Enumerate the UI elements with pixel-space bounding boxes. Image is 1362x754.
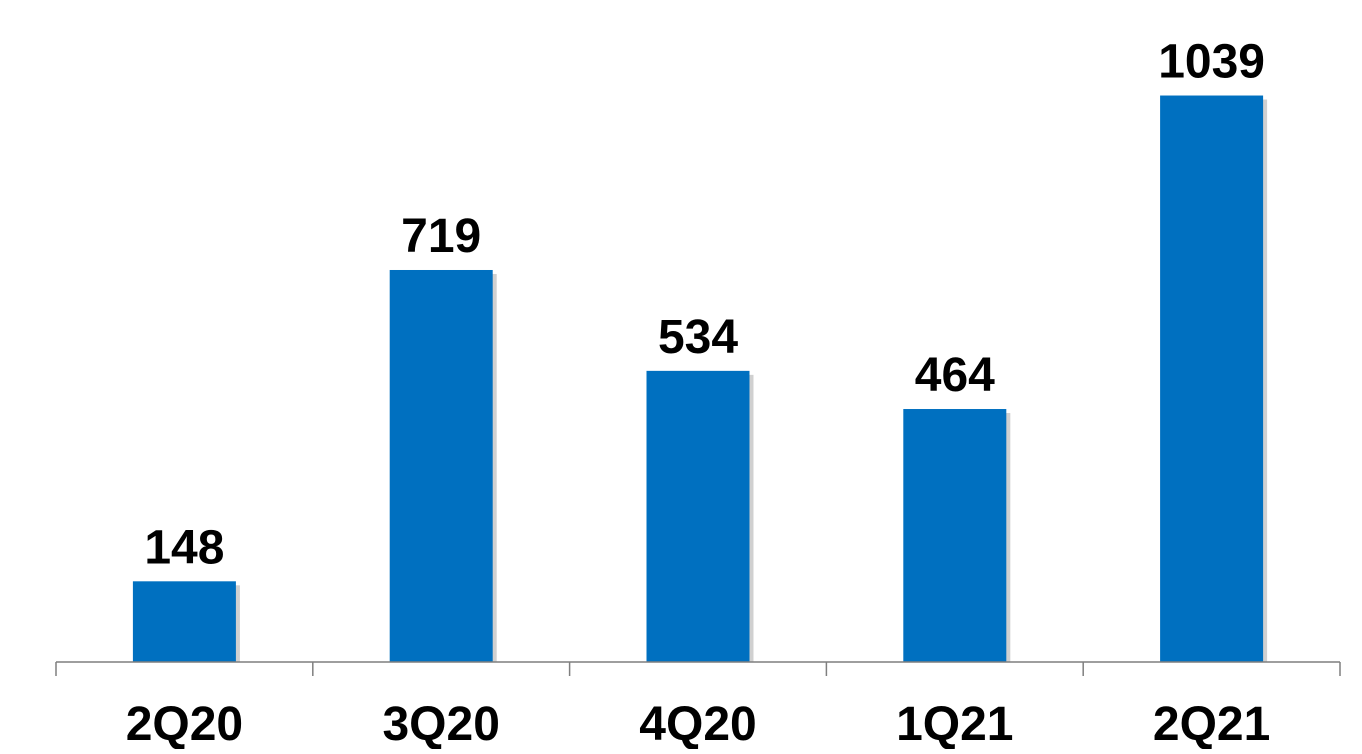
data-label: 464 [915, 349, 995, 402]
x-axis [55, 661, 1341, 676]
labels-layer: 148 2Q20 719 3Q20 534 4Q20 464 1Q21 1039 2Q21 [126, 36, 1271, 751]
bar-1Q21 [903, 409, 1007, 662]
bar-2Q21 [1160, 95, 1264, 663]
bar-3Q20 [389, 269, 493, 662]
bars-layer [132, 95, 1268, 663]
data-label: 148 [144, 521, 224, 574]
x-tick-label: 2Q20 [126, 698, 243, 749]
x-tick-label: 3Q20 [382, 698, 499, 749]
data-label: 1039 [1158, 36, 1265, 89]
x-tick-label: 2Q21 [1153, 698, 1270, 749]
x-tick-label: 4Q20 [639, 698, 756, 749]
data-label: 719 [401, 210, 481, 263]
data-label: 534 [658, 311, 738, 364]
bar-2Q20 [132, 581, 236, 662]
bar-4Q20 [646, 370, 750, 662]
x-tick-label: 1Q21 [896, 698, 1013, 749]
